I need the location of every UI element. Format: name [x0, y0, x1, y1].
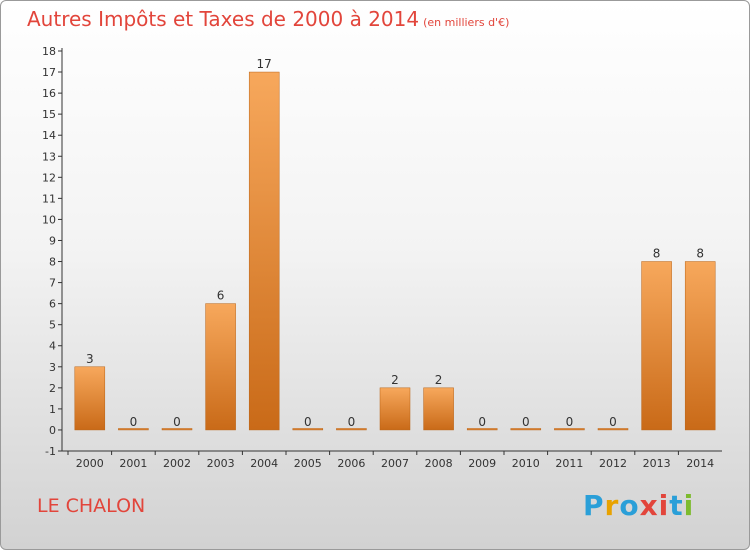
x-tick-label: 2011	[555, 457, 583, 470]
bar-2002	[161, 428, 193, 431]
logo-letter: P	[583, 489, 605, 522]
x-tick-label: 2005	[294, 457, 322, 470]
place-name: LE CHALON	[37, 495, 146, 517]
title-text: Autres Impôts et Taxes de 2000 à 2014	[27, 7, 420, 31]
x-tick-label: 2013	[643, 457, 671, 470]
y-tick-label: 14	[42, 129, 56, 142]
chart-subtitle: (en milliers d'€)	[423, 16, 510, 29]
y-tick-label: 18	[42, 45, 56, 58]
logo-letter: t	[669, 489, 684, 522]
y-tick-label: 0	[49, 424, 56, 437]
data-labels: 3 0 0 6 17 0 0 2 2 0 0 0 0 8 8	[86, 57, 704, 429]
logo-letter: r	[604, 489, 620, 522]
data-label-2014: 8	[696, 247, 704, 261]
x-tick-label: 2014	[686, 457, 714, 470]
bar-2010	[510, 428, 542, 431]
x-tick-label: 2002	[163, 457, 191, 470]
proxiti-logo: Proxiti	[583, 489, 694, 522]
data-label-2007: 2	[391, 373, 399, 387]
x-tick-label: 2004	[250, 457, 278, 470]
x-tick-label: 2012	[599, 457, 627, 470]
bars	[74, 71, 716, 431]
y-tick-label: 6	[49, 298, 56, 311]
logo-letter: o	[619, 489, 640, 522]
logo-letter: i	[683, 489, 695, 522]
data-label-2002: 0	[173, 415, 181, 429]
y-tick-label: 7	[49, 277, 56, 290]
bar-2007	[379, 387, 411, 431]
bar-2012	[597, 428, 629, 431]
y-tick-label: 15	[42, 108, 56, 121]
bar-2005	[292, 428, 324, 431]
logo-letter: x	[639, 489, 659, 522]
data-label-2008: 2	[435, 373, 443, 387]
y-tick-label: 5	[49, 319, 56, 332]
y-tick-label: 13	[42, 150, 56, 163]
y-tick-label: 10	[42, 213, 56, 226]
data-label-2005: 0	[304, 415, 312, 429]
y-tick-label: 9	[49, 234, 56, 247]
y-tick-label: 1	[49, 403, 56, 416]
data-label-2011: 0	[566, 415, 574, 429]
y-tick-label: 17	[42, 66, 56, 79]
data-label-2003: 6	[217, 289, 225, 303]
data-label-2006: 0	[348, 415, 356, 429]
data-label-2000: 3	[86, 352, 94, 366]
bar-2013	[641, 261, 672, 431]
x-tick-label: 2006	[337, 457, 365, 470]
x-tick-label: 2009	[468, 457, 496, 470]
y-tick-label: -1	[45, 445, 56, 458]
x-tick-label: 2008	[425, 457, 453, 470]
x-tick-label: 2007	[381, 457, 409, 470]
logo-letter: i	[658, 489, 670, 522]
data-label-2010: 0	[522, 415, 530, 429]
chart-title: Autres Impôts et Taxes de 2000 à 2014 (en…	[27, 7, 509, 31]
y-tick-label: 12	[42, 171, 56, 184]
bar-2008	[423, 387, 454, 431]
bar-2004	[248, 71, 280, 431]
bar-2009	[466, 428, 498, 431]
y-tick-label: 8	[49, 256, 56, 269]
data-label-2013: 8	[653, 247, 661, 261]
bar-2001	[118, 428, 149, 431]
y-tick-label: 16	[42, 87, 56, 100]
x-tick-label: 2010	[512, 457, 540, 470]
y-tick-label: 2	[49, 382, 56, 395]
bar-2006	[336, 428, 367, 431]
bar-2014	[684, 261, 716, 431]
y-tick-label: 3	[49, 361, 56, 374]
y-tick-label: 11	[42, 192, 56, 205]
bar-2003	[205, 303, 236, 431]
bar-2000	[74, 366, 106, 431]
bar-2011	[554, 428, 585, 431]
x-tick-label: 2003	[207, 457, 235, 470]
x-tick-label: 2000	[76, 457, 104, 470]
data-label-2001: 0	[130, 415, 138, 429]
y-tick-label: 4	[49, 340, 56, 353]
data-label-2009: 0	[478, 415, 486, 429]
x-tick-label: 2001	[119, 457, 147, 470]
data-label-2012: 0	[609, 415, 617, 429]
data-label-2004: 17	[257, 57, 272, 71]
